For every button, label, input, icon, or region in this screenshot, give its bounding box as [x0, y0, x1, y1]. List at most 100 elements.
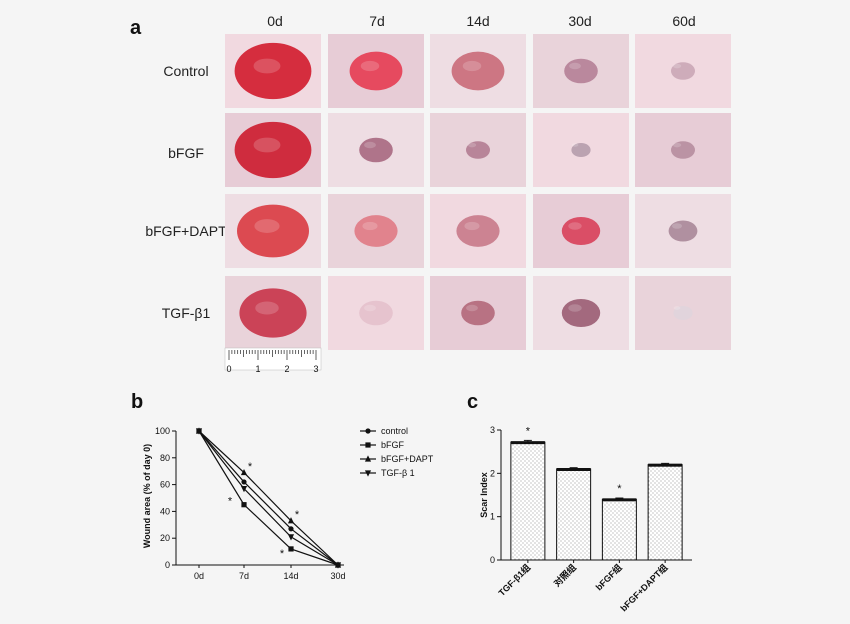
y-tick-label: 60 [160, 480, 170, 490]
wound-photo-1-1 [328, 113, 424, 187]
point-marker [240, 468, 248, 476]
wound-highlight [466, 304, 478, 312]
wound-highlight [360, 60, 380, 72]
line-chart-axes: 0 20 40 60 80 100 0d 7d 14d 30d [155, 426, 346, 581]
wound-photo-3-3 [533, 276, 629, 350]
point-marker [287, 534, 295, 541]
point-marker [240, 486, 248, 493]
row-label-bfgf: bFGF [168, 145, 204, 161]
wound-highlight [254, 219, 280, 233]
category-label: 对照组 [551, 562, 578, 589]
y-tick-label: 100 [155, 426, 170, 436]
point-marker [288, 546, 294, 552]
column-header-60d: 60d [672, 13, 695, 29]
bar [647, 464, 683, 561]
category-label: TGF-β1组 [496, 562, 532, 598]
line-chart-series [195, 427, 342, 569]
wound-highlight [364, 304, 376, 312]
wound-highlight [569, 62, 581, 70]
point-marker [364, 455, 372, 462]
legend-label: TGF-β 1 [381, 468, 415, 478]
column-header-7d: 7d [369, 13, 385, 29]
ruler-ticks [228, 350, 317, 360]
y-tick-label: 0 [490, 555, 495, 565]
wound-area [668, 220, 698, 242]
wound-photo-0-4 [635, 34, 731, 108]
wound-highlight [467, 142, 477, 148]
legend-label: bFGF [381, 440, 405, 450]
ruler-body [224, 347, 322, 371]
wound-photo-2-1 [328, 194, 424, 268]
wound-highlight [253, 58, 281, 74]
wound-highlight [464, 221, 480, 231]
point-marker [287, 517, 295, 524]
y-tick-label: 40 [160, 506, 170, 516]
x-tick-label: 30d [330, 571, 345, 581]
wound-photo-3-4 [635, 276, 731, 350]
wound-photo-3-0 [225, 276, 321, 350]
wound-highlight [568, 304, 582, 312]
wound-highlight [253, 137, 281, 153]
wound-highlight [568, 222, 582, 230]
wound-highlight [671, 223, 683, 229]
wound-area [451, 51, 505, 91]
wound-area [564, 58, 598, 84]
bar-cap [556, 468, 591, 471]
wound-area [561, 216, 601, 246]
wound-highlight [672, 63, 682, 69]
wound-highlight [255, 301, 279, 315]
bar-group [556, 467, 592, 561]
significance-star: * [248, 461, 253, 473]
panel-b-letter: b [131, 391, 143, 413]
significance-star: * [280, 548, 285, 560]
wound-photo-0-3 [533, 34, 629, 108]
point-marker [241, 479, 247, 485]
wound-area [354, 215, 398, 247]
column-headers: 0d 7d 14d 30d 60d [267, 13, 695, 29]
legend-entry: control [360, 426, 408, 436]
series-bfgf-dapt [195, 427, 342, 568]
significance-star: * [526, 425, 531, 437]
series-line [198, 430, 339, 566]
scale-ruler: 0 1 2 3 [224, 347, 322, 374]
wound-photo-2-0 [225, 194, 321, 268]
legend-entry: bFGF+DAPT [360, 454, 434, 464]
wound-area [671, 141, 695, 159]
legend-label: bFGF+DAPT [381, 454, 434, 464]
wound-highlight [673, 306, 681, 310]
ruler-label-0: 0 [226, 364, 231, 374]
legend-entry: bFGF [360, 440, 405, 450]
column-header-30d: 30d [568, 13, 591, 29]
ruler-label-2: 2 [284, 364, 289, 374]
panel-c-letter: c [467, 391, 478, 413]
wound-area [456, 215, 500, 247]
row-label-tgf-b1: TGF-β1 [162, 305, 211, 321]
wound-highlight [364, 141, 376, 149]
x-tick-label: 7d [239, 571, 249, 581]
bar-group [647, 462, 683, 561]
wound-area [234, 42, 312, 100]
category-label: bFGF组 [593, 562, 624, 593]
significance-star: * [617, 483, 622, 495]
y-tick-label: 80 [160, 453, 170, 463]
significance-star: * [228, 496, 233, 508]
bar-group: * [601, 483, 637, 561]
wound-photo-1-3 [533, 113, 629, 187]
wound-photo-0-2 [430, 34, 526, 108]
wound-photo-1-0 [225, 113, 321, 187]
y-tick-label: 2 [490, 468, 495, 478]
bar-cap [648, 463, 683, 467]
legend-label: control [381, 426, 408, 436]
y-tick-label: 1 [490, 512, 495, 522]
wound-photo-0-1 [328, 34, 424, 108]
line-chart-legend: control bFGF bFGF+DAPT TGF-β 1 [360, 426, 434, 478]
wound-area [359, 300, 393, 326]
x-tick-label: 14d [283, 571, 298, 581]
wound-highlight [362, 221, 378, 231]
bar-cap [510, 441, 545, 445]
y-tick-label: 20 [160, 533, 170, 543]
y-tick-label: 3 [490, 425, 495, 435]
x-tick-label: 0d [194, 571, 204, 581]
